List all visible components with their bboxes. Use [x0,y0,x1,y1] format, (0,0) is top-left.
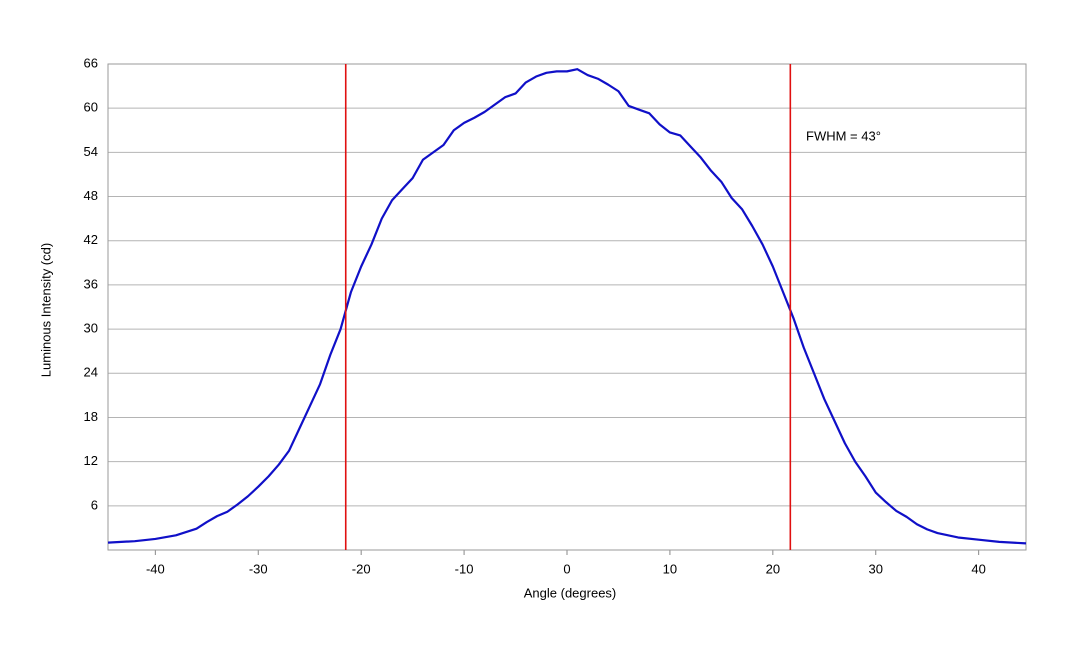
x-tick-label: -40 [146,561,165,576]
y-tick-label: 66 [84,55,98,70]
x-tick-label: 40 [971,561,985,576]
x-tick-label: 10 [663,561,677,576]
x-tick-label: 30 [869,561,883,576]
y-axis-label: Luminous Intensity (cd) [38,243,53,377]
x-tick-label: 20 [766,561,780,576]
y-tick-label: 6 [91,497,98,512]
y-tick-label: 24 [84,365,98,380]
y-tick-label: 18 [84,409,98,424]
x-tick-label: -30 [249,561,268,576]
y-tick-label: 48 [84,188,98,203]
plot-frame [107,63,1027,551]
x-tick-label: 0 [563,561,570,576]
y-tick-label: 30 [84,321,98,336]
annotation: FWHM = 43° [806,128,881,143]
y-tick-label: 12 [84,453,98,468]
y-tick-label: 54 [84,144,98,159]
y-tick-label: 60 [84,100,98,115]
x-axis-label: Angle (degrees) [524,585,617,600]
x-tick-label: -10 [455,561,474,576]
y-tick-label: 42 [84,232,98,247]
y-tick-label: 36 [84,276,98,291]
x-tick-label: -20 [352,561,371,576]
data-line [107,68,1027,545]
